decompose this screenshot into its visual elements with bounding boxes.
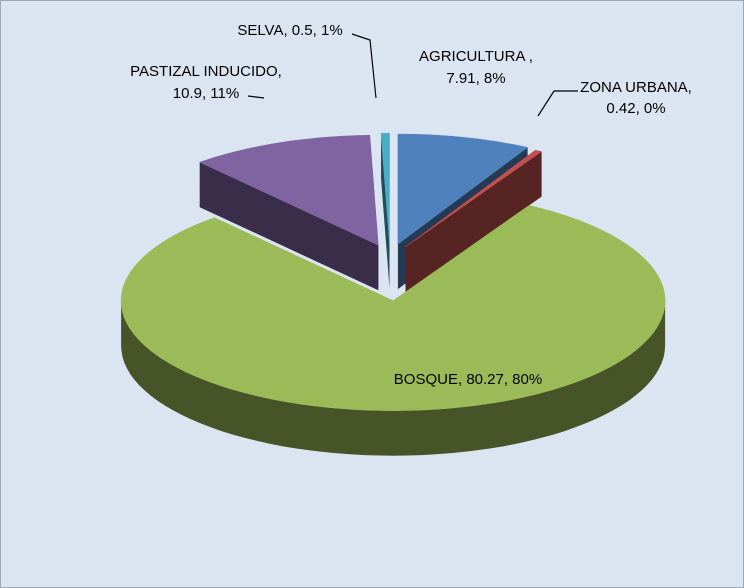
slice-side bbox=[381, 133, 390, 289]
slice bbox=[405, 149, 543, 248]
slice bbox=[120, 205, 666, 411]
data-label-value: 7.91, 8% bbox=[446, 70, 505, 87]
data-label-category: AGRICULTURA , bbox=[419, 48, 533, 65]
data-label-category: PASTIZAL INDUCIDO, bbox=[130, 63, 282, 80]
pie bbox=[120, 132, 666, 456]
slice-wall bbox=[121, 300, 666, 456]
data-label-value: 80.27, 80% bbox=[466, 371, 542, 388]
data-label-category: SELVA, bbox=[237, 22, 287, 39]
slice bbox=[397, 133, 529, 245]
labels: AGRICULTURA , 7.91, 8% ZONA URBANA, 0.42, 0… bbox=[130, 22, 692, 388]
data-label: BOSQUE, 80.27, 80% bbox=[394, 371, 542, 388]
data-label-value: 10.9, 11% bbox=[173, 85, 239, 102]
data-label: SELVA, 0.5, 1% bbox=[237, 22, 342, 39]
slice-side bbox=[405, 151, 542, 292]
data-label-value: 0.42, 0% bbox=[606, 100, 665, 117]
data-label-value: 0.5, 1% bbox=[292, 22, 343, 39]
leader-line bbox=[247, 95, 265, 99]
leader-line bbox=[537, 90, 578, 117]
data-label-category: ZONA URBANA, bbox=[580, 79, 692, 96]
leader-line bbox=[351, 33, 377, 99]
slice bbox=[199, 134, 379, 246]
slice-side bbox=[199, 162, 379, 291]
slice bbox=[380, 132, 390, 244]
data-label-category: BOSQUE, bbox=[394, 371, 462, 388]
